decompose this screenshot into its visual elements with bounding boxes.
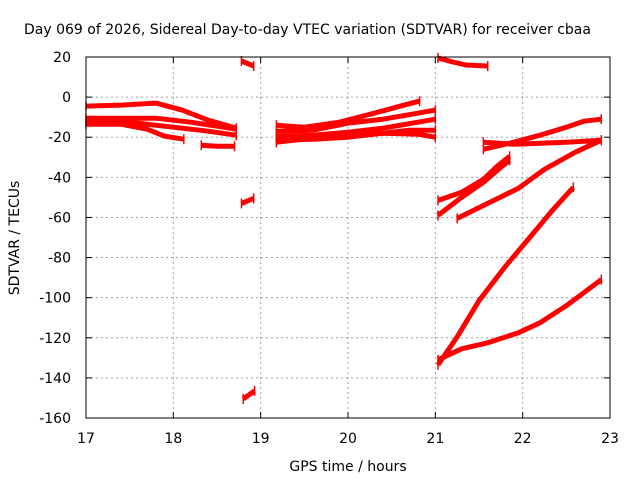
- grid: [86, 57, 610, 418]
- series-line: [276, 98, 421, 130]
- y-axis-label: SDTVAR / TECUs: [7, 181, 23, 296]
- y-tick-label: -100: [39, 291, 71, 307]
- x-tick-label: 19: [252, 431, 270, 447]
- y-tick-label: 0: [62, 90, 71, 106]
- series-line: [276, 130, 436, 145]
- series-line: [201, 142, 235, 149]
- series-line: [436, 277, 603, 363]
- series-line: [276, 107, 436, 134]
- series-line: [276, 116, 436, 139]
- series-line: [240, 196, 255, 206]
- series-line: [240, 58, 255, 69]
- series-line: [483, 137, 602, 147]
- y-tick-label: -60: [48, 210, 71, 226]
- y-tick-label: -20: [48, 130, 71, 146]
- series-line: [86, 115, 237, 132]
- series-line: [456, 137, 603, 221]
- y-tick-label: 20: [53, 50, 71, 66]
- x-tick-label: 18: [164, 431, 182, 447]
- x-tick-label: 23: [601, 431, 619, 447]
- series-line: [241, 388, 257, 401]
- series-line: [435, 185, 576, 367]
- series-line: [437, 154, 512, 203]
- x-tick-label: 21: [426, 431, 444, 447]
- x-tick-label: 22: [514, 431, 532, 447]
- tick-labels: 17 18 19 20 21 22 23 -160 -140 -120 -100 -80 -60 -40 -…: [39, 50, 619, 447]
- x-axis-label: GPS time / hours: [289, 459, 406, 475]
- y-tick-label: -160: [39, 411, 71, 427]
- series-line: [437, 55, 488, 69]
- y-tick-label: -80: [48, 251, 71, 267]
- series-layer: [85, 53, 603, 404]
- y-tick-label: -40: [48, 170, 71, 186]
- series-line: [86, 121, 185, 142]
- chart-title: Day 069 of 2026, Sidereal Day-to-day VTE…: [24, 22, 591, 38]
- y-tick-label: -140: [39, 371, 71, 387]
- series-line: [85, 100, 237, 131]
- x-tick-label: 20: [339, 431, 357, 447]
- x-tick-label: 17: [77, 431, 95, 447]
- ticks: [85, 56, 611, 419]
- y-tick-label: -120: [39, 331, 71, 347]
- series-line: [436, 158, 512, 218]
